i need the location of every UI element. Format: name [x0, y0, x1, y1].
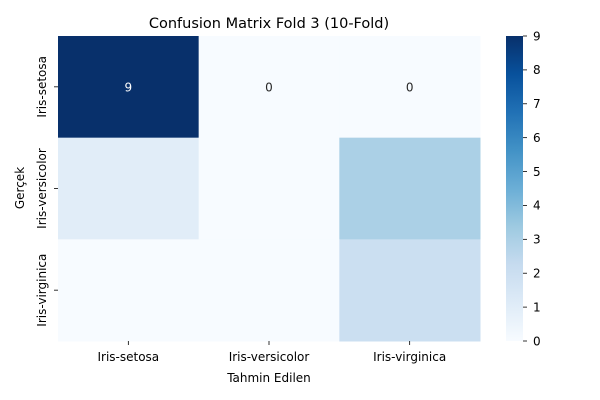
heatmap-cell	[198, 239, 340, 342]
heatmap-cell	[58, 36, 200, 139]
heatmap-cell	[339, 239, 481, 342]
colorbar-tick-label: 3	[533, 233, 541, 247]
y-tick-label: Iris-setosa	[35, 56, 49, 118]
heatmap-cell	[198, 36, 340, 139]
y-tick-label: Iris-virginica	[35, 254, 49, 327]
heatmap-cell	[198, 137, 340, 240]
y-axis-label: Gerçek	[13, 167, 27, 209]
colorbar-tick-label: 5	[533, 165, 541, 179]
heatmap-cell	[339, 36, 481, 139]
colorbar-tick-label: 8	[533, 63, 541, 77]
heatmap-cell	[58, 239, 200, 342]
cell-annotation: 9	[125, 80, 133, 94]
colorbar-ticks: 0 1 2 3 4 5 6 7 8 9	[523, 29, 541, 348]
colorbar-tick-label: 2	[533, 267, 541, 281]
colorbar-tick-label: 7	[533, 97, 541, 111]
colorbar-tick-label: 6	[533, 131, 541, 145]
x-tick-label: Iris-virginica	[373, 350, 446, 364]
heatmap-cells	[58, 36, 481, 342]
colorbar-tick-label: 9	[533, 29, 541, 43]
x-tick-label: Iris-setosa	[97, 350, 159, 364]
x-axis-label: Tahmin Edilen	[226, 371, 311, 385]
y-axis-ticks: Iris-setosa Iris-versicolor Iris-virginica	[35, 56, 58, 327]
cell-annotations: 9 0 0	[125, 80, 414, 94]
x-axis-ticks: Iris-setosa Iris-versicolor Iris-virginica	[97, 341, 446, 364]
chart-title: Confusion Matrix Fold 3 (10-Fold)	[149, 16, 389, 32]
colorbar-tick-label: 0	[533, 334, 541, 348]
colorbar-tick-label: 1	[533, 300, 541, 314]
colorbar	[506, 36, 523, 341]
colorbar-tick-label: 4	[533, 199, 541, 213]
y-tick-label: Iris-versicolor	[35, 148, 49, 229]
heatmap-cell	[339, 137, 481, 240]
cell-annotation: 0	[265, 80, 273, 94]
heatmap-cell	[58, 137, 200, 240]
cell-annotation: 0	[406, 80, 414, 94]
x-tick-label: Iris-versicolor	[229, 350, 310, 364]
